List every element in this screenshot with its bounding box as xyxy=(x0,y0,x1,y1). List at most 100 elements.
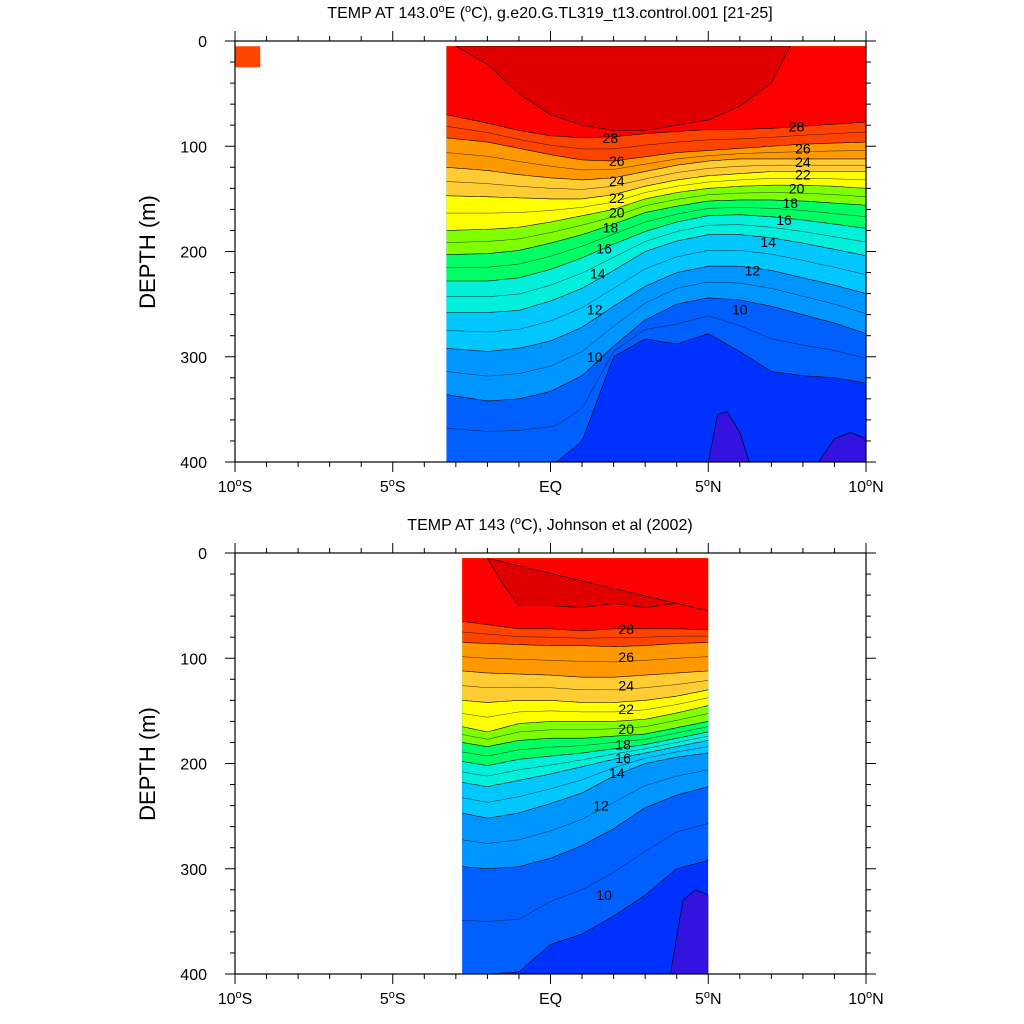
cold-pool-1 xyxy=(818,432,866,462)
isotherm-28 xyxy=(446,114,866,139)
contour-label: 14 xyxy=(760,234,776,250)
warm-core xyxy=(487,558,709,612)
isotherm-minor-24 xyxy=(462,656,709,663)
contour-label: 22 xyxy=(795,167,811,183)
isotherm-20 xyxy=(462,705,709,733)
contour-label: 12 xyxy=(593,798,609,814)
title-suffix: C), Johnson et al (2002) xyxy=(521,517,693,534)
isotherm-26 xyxy=(446,137,866,162)
y-axis-label: DEPTH (m) xyxy=(135,707,160,821)
y-tick-label: 200 xyxy=(180,757,207,774)
y-tick-label: 300 xyxy=(180,862,207,879)
title-degree-sup-c: o xyxy=(465,3,471,15)
contour-label: 14 xyxy=(590,266,606,282)
contour-label: 24 xyxy=(618,678,634,694)
title-suffix: C), g.e20.G.TL319_t13.control.001 [21-25… xyxy=(471,5,773,22)
contour-label: 28 xyxy=(603,130,619,146)
x-tick-label: 10oN xyxy=(848,477,883,496)
y-tick-label: 100 xyxy=(180,139,207,156)
y-tick-label: 400 xyxy=(180,967,207,984)
x-tick-label: 5oN xyxy=(695,989,722,1008)
isotherm-20 xyxy=(446,184,866,231)
contour-label: 26 xyxy=(609,153,625,169)
isotherm-minor-20 xyxy=(446,178,866,214)
x-tick-label: 10oN xyxy=(848,989,883,1008)
contour-line-layer xyxy=(462,621,709,974)
contour-label: 10 xyxy=(732,301,748,317)
isotherm-minor-8 xyxy=(446,315,866,432)
y-axis-label: DEPTH (m) xyxy=(135,195,160,309)
isotherm-minor-26 xyxy=(446,126,866,150)
isotherm-16 xyxy=(446,214,866,282)
isotherm-minor-12 xyxy=(462,746,709,803)
contour-label: 28 xyxy=(789,118,805,134)
isotherm-8 xyxy=(462,860,709,974)
title-mid: E ( xyxy=(445,5,466,22)
contour-label: 16 xyxy=(615,750,631,766)
x-tick-label: EQ xyxy=(539,991,562,1008)
isotherm-minor-10 xyxy=(462,769,709,844)
chart-title: TEMP AT 143 (oC), Johnson et al (2002) xyxy=(407,515,692,534)
isotherm-minor-18 xyxy=(446,192,866,243)
isotherm-minor-14 xyxy=(446,224,866,297)
isotherm-16 xyxy=(462,731,709,766)
isotherm-minor-20 xyxy=(462,697,709,718)
isotherm-minor-22 xyxy=(446,165,866,190)
contour-label: 24 xyxy=(609,173,625,189)
contour-label: 20 xyxy=(618,721,634,737)
isotherm-22 xyxy=(446,171,866,200)
chart-title: TEMP AT 143.0oE (oC), g.e20.G.TL319_t13.… xyxy=(327,3,772,22)
isotherm-14 xyxy=(446,234,866,313)
isotherm-18 xyxy=(446,199,866,255)
contour-label: 14 xyxy=(609,765,625,781)
isotherm-22 xyxy=(462,689,709,703)
contour-label: 16 xyxy=(776,212,792,228)
isotherm-26 xyxy=(462,642,709,648)
cold-pool-0 xyxy=(670,889,709,974)
axes: 10oS 5oS EQ 5oN 10oN 0 100 200 300 400 xyxy=(180,543,884,1008)
isotherm-minor-12 xyxy=(446,250,866,333)
axes: 10oS 5oS EQ 5oN 10oN 0 100 200 300 400 xyxy=(180,31,884,496)
title-degree-sup: o xyxy=(438,3,444,15)
isotherm-minor-14 xyxy=(462,735,709,777)
contour-label: 18 xyxy=(603,219,619,235)
y-tick-label: 100 xyxy=(180,651,207,668)
contour-label: 10 xyxy=(596,887,612,903)
chart-panel-model: TEMP AT 143.0oE (oC), g.e20.G.TL319_t13.… xyxy=(135,3,884,496)
contour-label: 16 xyxy=(596,240,612,256)
isotherm-24 xyxy=(462,670,709,678)
cold-pool-0 xyxy=(708,411,750,462)
contour-label: 18 xyxy=(615,737,631,753)
title-prefix: TEMP AT 143 ( xyxy=(407,517,515,534)
contour-label: 10 xyxy=(587,349,603,365)
contour-label: 24 xyxy=(795,154,811,170)
contour-fill-layer xyxy=(462,558,709,974)
isotherm-minor-10 xyxy=(446,281,866,377)
isotherm-28 xyxy=(462,621,709,632)
isotherm-12 xyxy=(462,752,709,819)
warm-core xyxy=(455,46,791,131)
contour-label: 20 xyxy=(789,180,805,196)
contour-label: 22 xyxy=(618,701,634,717)
isotherm-minor-24 xyxy=(446,150,866,171)
isotherm-minor-16 xyxy=(446,207,866,268)
y-tick-label: 300 xyxy=(180,350,207,367)
y-tick-label: 0 xyxy=(198,34,207,51)
isotherm-minor-22 xyxy=(462,680,709,690)
contour-label: 26 xyxy=(618,649,634,665)
isotherm-8 xyxy=(446,333,866,462)
isotherm-minor-16 xyxy=(462,726,709,757)
x-tick-label: 5oS xyxy=(380,989,406,1008)
contour-label: 12 xyxy=(587,301,603,317)
isotherm-14 xyxy=(462,740,709,787)
x-tick-label: 10oS xyxy=(218,477,253,496)
contour-line-layer xyxy=(446,114,866,462)
contour-label: 18 xyxy=(783,195,799,211)
isotherm-10 xyxy=(446,297,866,402)
contour-label: 12 xyxy=(745,262,761,278)
isotherm-18 xyxy=(462,721,709,747)
y-tick-label: 400 xyxy=(180,455,207,472)
contour-label: 22 xyxy=(609,190,625,206)
